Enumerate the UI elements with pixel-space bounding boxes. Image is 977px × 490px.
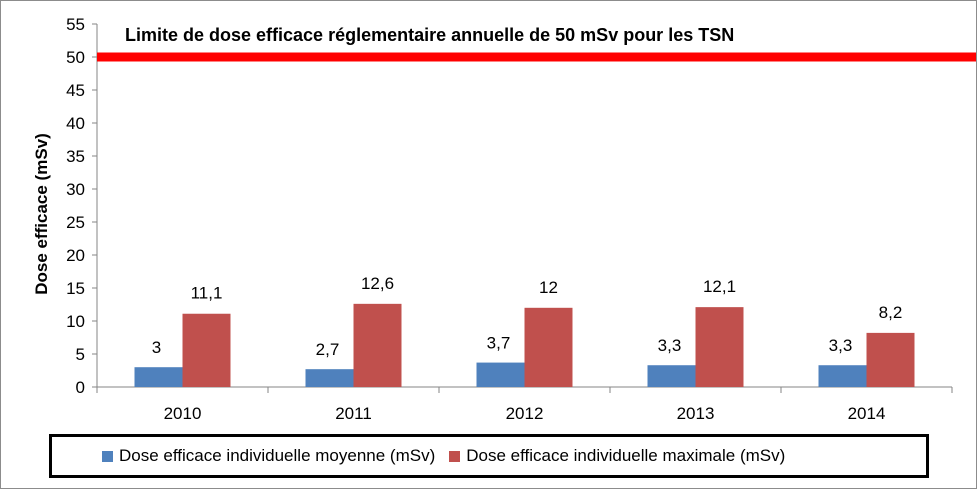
y-tick-label: 15 bbox=[66, 279, 85, 298]
y-tick-label: 20 bbox=[66, 246, 85, 265]
x-axis-ticks: 2010 2011 2012 2013 2014 bbox=[164, 404, 886, 423]
x-tick-label: 2011 bbox=[335, 404, 372, 423]
legend-label-maximale: Dose efficace individuelle maximale (mSv… bbox=[466, 446, 786, 465]
reference-line-group: Limite de dose efficace réglementaire an… bbox=[97, 25, 976, 62]
y-tick-label: 25 bbox=[66, 213, 85, 232]
bars bbox=[134, 303, 915, 387]
bar-maximale-2011 bbox=[353, 303, 402, 387]
bar-maximale-2012 bbox=[524, 307, 573, 387]
data-label-moyenne-2011: 2,7 bbox=[316, 340, 340, 359]
y-tick-label: 35 bbox=[66, 147, 85, 166]
legend: Dose efficace individuelle moyenne (mSv)… bbox=[49, 434, 929, 478]
x-tick-label: 2012 bbox=[506, 404, 544, 423]
x-tick-label: 2014 bbox=[848, 404, 886, 423]
y-tick-label: 30 bbox=[66, 180, 85, 199]
data-label-moyenne-2014: 3,3 bbox=[829, 336, 853, 355]
data-labels: 3 11,1 2,7 12,6 3,7 12 3,3 12,1 3,3 8,2 bbox=[152, 274, 903, 359]
bar-maximale-2014 bbox=[866, 332, 915, 387]
bar-maximale-2013 bbox=[695, 307, 744, 387]
bar-moyenne-2012 bbox=[476, 362, 525, 387]
y-axis-ticks: 0 5 10 15 20 25 30 35 40 45 50 55 bbox=[66, 15, 97, 397]
bar-moyenne-2010 bbox=[134, 367, 183, 387]
legend-swatch-moyenne bbox=[102, 450, 113, 462]
y-axis-label: Dose efficace (mSv) bbox=[32, 133, 51, 295]
data-label-maximale-2012: 12 bbox=[539, 278, 558, 297]
data-label-maximale-2011: 12,6 bbox=[361, 274, 394, 293]
data-label-moyenne-2010: 3 bbox=[152, 338, 161, 357]
data-label-maximale-2010: 11,1 bbox=[191, 284, 223, 303]
y-tick-label: 55 bbox=[66, 15, 85, 34]
legend-label-moyenne: Dose efficace individuelle moyenne (mSv) bbox=[119, 446, 436, 465]
data-label-moyenne-2012: 3,7 bbox=[487, 334, 511, 353]
reference-line-label: Limite de dose efficace réglementaire an… bbox=[125, 25, 734, 45]
y-tick-label: 40 bbox=[66, 114, 85, 133]
data-label-maximale-2014: 8,2 bbox=[879, 303, 903, 322]
bar-moyenne-2011 bbox=[305, 369, 354, 387]
legend-item-maximale: Dose efficace individuelle maximale (mSv… bbox=[449, 446, 785, 466]
legend-item-moyenne: Dose efficace individuelle moyenne (mSv) bbox=[102, 446, 435, 466]
y-tick-label: 50 bbox=[66, 48, 85, 67]
data-label-maximale-2013: 12,1 bbox=[703, 277, 736, 296]
bar-moyenne-2014 bbox=[818, 365, 867, 387]
legend-swatch-maximale bbox=[449, 450, 461, 462]
x-tick-label: 2013 bbox=[677, 404, 715, 423]
y-tick-label: 0 bbox=[76, 378, 85, 397]
bar-moyenne-2013 bbox=[647, 365, 696, 387]
data-label-moyenne-2013: 3,3 bbox=[658, 336, 682, 355]
x-tick-label: 2010 bbox=[164, 404, 202, 423]
y-tick-label: 45 bbox=[66, 81, 85, 100]
bar-maximale-2010 bbox=[182, 313, 231, 387]
y-tick-label: 10 bbox=[66, 312, 85, 331]
y-tick-label: 5 bbox=[76, 345, 85, 364]
